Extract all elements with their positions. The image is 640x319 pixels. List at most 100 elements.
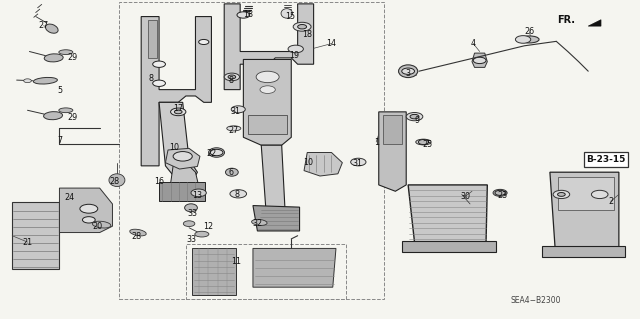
Text: 15: 15 [285,12,295,21]
Text: 28: 28 [131,232,141,241]
Text: 29: 29 [67,53,77,62]
Text: 33: 33 [186,235,196,244]
Polygon shape [248,115,287,134]
Text: 21: 21 [22,238,33,247]
Text: 5: 5 [57,86,62,95]
Text: 22: 22 [206,149,216,158]
Polygon shape [557,177,614,210]
Circle shape [298,25,307,29]
Text: B-23-15: B-23-15 [586,155,626,164]
Ellipse shape [59,108,73,113]
Polygon shape [383,115,402,144]
Polygon shape [542,246,625,257]
Text: 25: 25 [422,140,433,149]
Circle shape [557,193,565,196]
Text: 8: 8 [234,190,239,199]
Circle shape [198,40,209,45]
Polygon shape [192,249,236,295]
Text: 8: 8 [228,76,233,85]
Circle shape [473,57,486,63]
Ellipse shape [225,168,238,176]
Circle shape [83,217,95,223]
Text: FR.: FR. [557,15,575,26]
Text: 4: 4 [471,39,476,48]
Text: 31: 31 [352,159,362,168]
Text: 27: 27 [228,126,239,135]
Circle shape [210,149,223,156]
Ellipse shape [44,112,63,120]
Ellipse shape [183,221,195,226]
Text: 27: 27 [38,21,49,30]
Text: 33: 33 [188,209,197,218]
Polygon shape [159,182,205,201]
Circle shape [419,139,429,145]
Text: 14: 14 [326,39,337,48]
Circle shape [153,80,166,86]
Text: 13: 13 [193,190,202,200]
Text: 9: 9 [415,116,420,125]
Text: 6: 6 [228,168,233,177]
Polygon shape [379,112,406,191]
Text: 18: 18 [243,10,253,19]
Ellipse shape [281,9,292,18]
Circle shape [231,106,245,113]
Circle shape [174,110,182,114]
Circle shape [402,68,415,74]
Text: 3: 3 [406,69,411,78]
Text: 26: 26 [524,27,534,36]
Text: 1: 1 [374,137,379,146]
Polygon shape [243,59,291,145]
Ellipse shape [44,54,63,62]
Ellipse shape [520,36,539,43]
Circle shape [224,73,239,81]
Text: 32: 32 [252,219,262,228]
Ellipse shape [33,78,58,84]
Text: 10: 10 [170,143,179,152]
Ellipse shape [59,50,73,55]
Ellipse shape [24,79,31,83]
Text: 10: 10 [303,158,314,167]
Polygon shape [159,102,197,182]
Ellipse shape [92,221,111,228]
Text: 31: 31 [230,108,241,116]
Text: 18: 18 [302,30,312,39]
Text: 16: 16 [154,177,164,186]
Polygon shape [148,20,157,58]
Text: 20: 20 [93,222,103,231]
Polygon shape [60,188,113,233]
Ellipse shape [45,24,58,33]
Polygon shape [550,172,619,247]
Ellipse shape [416,139,431,145]
Polygon shape [588,20,601,26]
Circle shape [515,36,531,43]
Polygon shape [166,148,200,169]
Ellipse shape [227,126,241,131]
Text: 28: 28 [109,177,120,186]
Polygon shape [253,205,300,231]
Polygon shape [261,145,285,210]
Text: SEA4−B2300: SEA4−B2300 [511,296,561,305]
Ellipse shape [399,65,418,78]
Circle shape [228,75,236,79]
Circle shape [237,12,250,18]
Polygon shape [12,202,60,269]
Ellipse shape [252,219,267,226]
Circle shape [351,158,366,166]
Ellipse shape [184,204,197,212]
Polygon shape [304,152,342,176]
Circle shape [153,61,166,67]
Circle shape [171,108,186,116]
Circle shape [260,86,275,93]
Circle shape [80,204,98,213]
Polygon shape [402,241,495,252]
Polygon shape [472,53,487,67]
Polygon shape [253,249,336,287]
Circle shape [410,115,419,119]
Circle shape [173,152,192,161]
Text: 11: 11 [230,257,241,266]
Circle shape [406,113,423,121]
Circle shape [553,190,570,198]
Circle shape [288,45,303,53]
Text: 23: 23 [497,190,507,200]
Circle shape [495,190,505,196]
